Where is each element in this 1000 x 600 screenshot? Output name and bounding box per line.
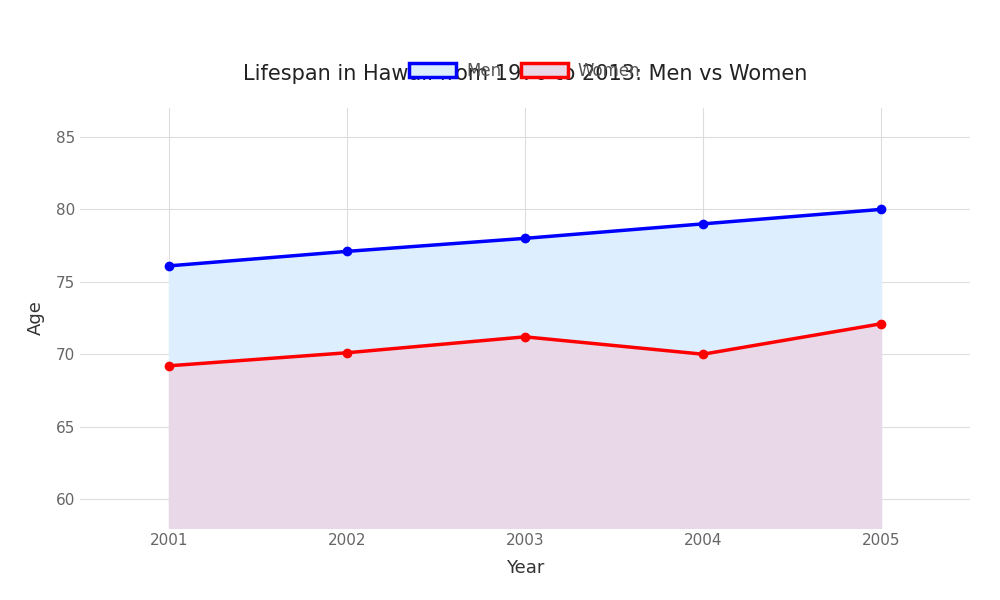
Title: Lifespan in Hawaii from 1970 to 2013: Men vs Women: Lifespan in Hawaii from 1970 to 2013: Me… bbox=[243, 64, 807, 84]
X-axis label: Year: Year bbox=[506, 559, 544, 577]
Y-axis label: Age: Age bbox=[27, 301, 45, 335]
Legend: Men, Women: Men, Women bbox=[409, 62, 641, 80]
